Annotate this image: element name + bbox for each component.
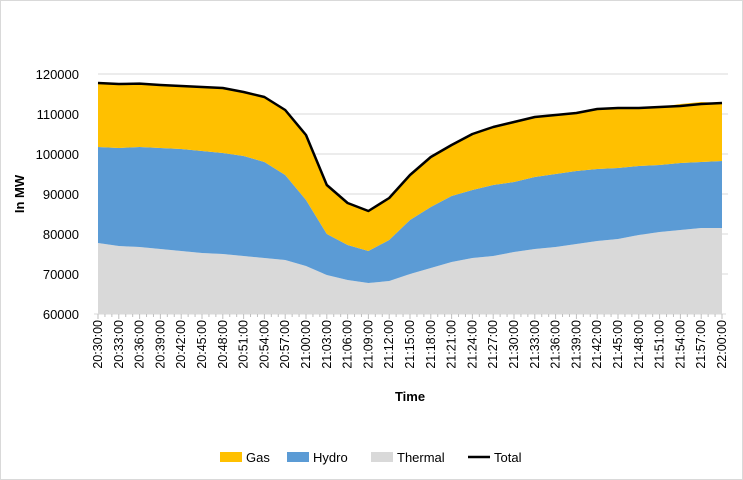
x-tick-label: 21:12:00: [382, 320, 396, 369]
x-tick-label: 20:30:00: [91, 320, 105, 369]
x-tick-label: 20:54:00: [257, 320, 271, 369]
legend-swatch: [220, 452, 242, 462]
x-tick-label: 21:15:00: [403, 320, 417, 369]
legend: Gas Hydro Thermal Total: [220, 450, 522, 465]
x-tick-label: 21:36:00: [549, 320, 563, 369]
x-tick-label: 20:42:00: [174, 320, 188, 369]
legend-swatch: [371, 452, 393, 462]
legend-label: Hydro: [313, 450, 348, 465]
x-tick-label: 21:30:00: [507, 320, 521, 369]
y-axis-label: In MW: [12, 174, 27, 213]
y-tick-label: 100000: [36, 147, 79, 162]
x-tick-label: 22:00:00: [715, 320, 729, 369]
area-thermal: [98, 228, 722, 314]
legend-item-total: Total: [468, 450, 522, 465]
x-tick-label: 21:51:00: [653, 320, 667, 369]
x-axis: 20:30:00 20:33:00 20:36:00 20:39:00 20:42:00…: [91, 313, 729, 369]
x-tick-label: 21:45:00: [611, 320, 625, 369]
x-tick-label: 21:48:00: [632, 320, 646, 369]
legend-label: Total: [494, 450, 522, 465]
area-hydro: [98, 147, 722, 283]
x-tick-label: 20:33:00: [112, 320, 126, 369]
legend-item-hydro: Hydro: [287, 450, 348, 465]
x-tick-label: 20:51:00: [237, 320, 251, 369]
legend-swatch: [287, 452, 309, 462]
x-tick-label: 21:18:00: [424, 320, 438, 369]
areas: [98, 83, 722, 314]
y-tick-label: 120000: [36, 67, 79, 82]
x-tick-label: 21:00:00: [299, 320, 313, 369]
line-total: [97, 81, 723, 213]
x-tick-label: 21:24:00: [465, 320, 479, 369]
x-tick-label: 20:45:00: [195, 320, 209, 369]
x-tick-label: 21:39:00: [569, 320, 583, 369]
legend-item-gas: Gas: [220, 450, 270, 465]
x-tick-label: 21:57:00: [694, 320, 708, 369]
legend-label: Thermal: [397, 450, 445, 465]
y-tick-label: 70000: [43, 267, 79, 282]
x-tick-label: 21:27:00: [486, 320, 500, 369]
area-gas: [98, 83, 722, 251]
x-tick-label: 21:09:00: [361, 320, 375, 369]
y-tick-label: 80000: [43, 227, 79, 242]
lines: [97, 81, 723, 213]
x-tick-label: 20:39:00: [153, 320, 167, 369]
y-tick-label: 90000: [43, 187, 79, 202]
x-tick-label: 21:33:00: [528, 320, 542, 369]
legend-label: Gas: [246, 450, 270, 465]
x-tick-label: 21:54:00: [673, 320, 687, 369]
x-axis-label: Time: [395, 389, 425, 404]
y-tick-label: 60000: [43, 307, 79, 322]
x-tick-label: 21:06:00: [341, 320, 355, 369]
x-tick-label: 21:42:00: [590, 320, 604, 369]
legend-item-thermal: Thermal: [371, 450, 445, 465]
x-tick-label: 20:57:00: [278, 320, 292, 369]
y-axis-ticks: 60000 70000 80000 90000 100000 110000 120000: [36, 67, 79, 322]
x-tick-label: 20:48:00: [216, 320, 230, 369]
x-tick-label: 20:36:00: [133, 320, 147, 369]
x-tick-label: 21:03:00: [320, 320, 334, 369]
x-tick-label: 21:21:00: [445, 320, 459, 369]
y-tick-label: 110000: [37, 107, 79, 122]
